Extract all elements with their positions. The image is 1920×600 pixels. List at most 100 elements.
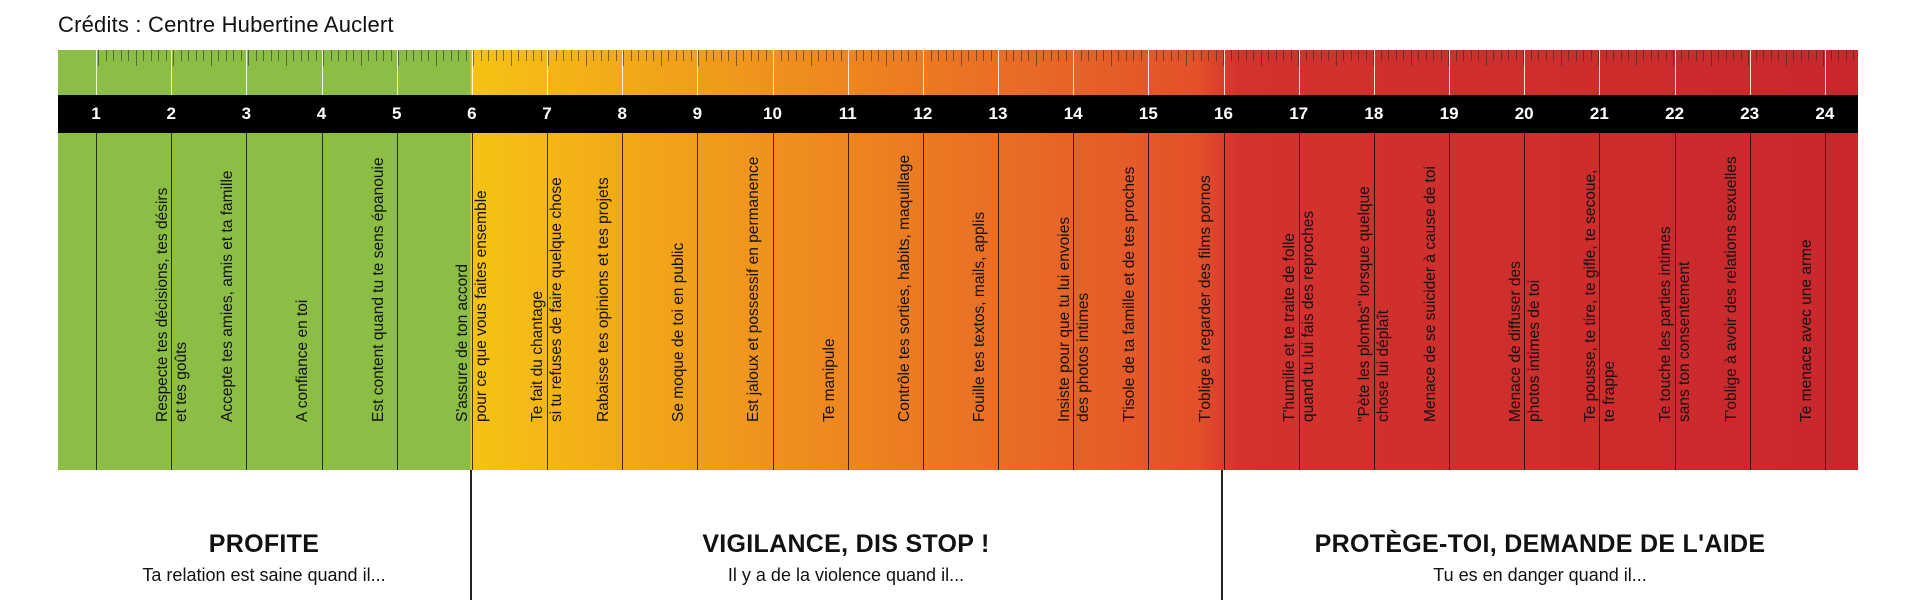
- ruler-tick: [900, 50, 902, 61]
- ruler-tick: [1800, 50, 1802, 61]
- ruler-tick: [1305, 50, 1307, 61]
- scale-number: 15: [1138, 104, 1158, 123]
- ruler-tick: [300, 50, 302, 61]
- ruler-tick: [1508, 50, 1509, 61]
- ruler-tick: [1830, 50, 1832, 61]
- cell-divider-line: [321, 133, 323, 470]
- violentometer-ruler: 1 2 3 4 5 6 7 8 9 10 11 12 13 14 15 16 17 18 19 20 21 22 23 24 …: [58, 50, 1858, 470]
- ruler-tick: [1283, 50, 1284, 61]
- item-label: Te manipule: [820, 338, 838, 422]
- section-subtitle: Il y a de la violence quand il...: [727, 565, 965, 585]
- ruler-tick: [1598, 50, 1599, 66]
- ruler-tick: [810, 50, 812, 66]
- ruler-major-tick: [96, 50, 97, 95]
- ruler-tick: [1485, 50, 1487, 66]
- cell-divider-line: [998, 133, 999, 470]
- section-protege-toi: PROTÈGE-TOI, DEMANDE DE L'AIDE Tu es en …: [1222, 530, 1858, 586]
- ruler-major-tick: [246, 50, 248, 95]
- ruler-tick: [375, 50, 377, 61]
- ruler-tick: [353, 50, 354, 61]
- scale-number: 5: [391, 104, 402, 123]
- ruler-tick: [1268, 50, 1269, 61]
- ruler-tick: [953, 50, 954, 61]
- ruler-tick: [1613, 50, 1614, 61]
- ruler-tick: [1853, 50, 1854, 61]
- ruler-tick: [1538, 50, 1539, 61]
- ruler-tick: [1118, 50, 1119, 61]
- ruler-tick: [428, 50, 429, 61]
- scale-number: 9: [692, 104, 703, 123]
- ruler-tick: [1823, 50, 1824, 66]
- item-label: Rabaisse tes opinions et tes projets: [595, 177, 613, 422]
- ruler-tick: [1575, 50, 1577, 61]
- ruler-tick: [1365, 50, 1367, 61]
- scale-number: 7: [542, 104, 552, 123]
- scale-number: 3: [241, 104, 252, 123]
- cell-divider-line: [1824, 133, 1826, 470]
- ruler-tick: [548, 50, 549, 66]
- credits-text: Crédits : Centre Hubertine Auclert: [58, 12, 394, 37]
- ruler-tick: [1410, 50, 1412, 66]
- ruler-tick: [398, 50, 399, 66]
- ruler-tick: [1425, 50, 1427, 61]
- item-label: Respecte tes décisions, tes désirs et te…: [153, 187, 190, 422]
- ruler-tick: [203, 50, 204, 61]
- ruler-tick: [1688, 50, 1689, 61]
- ruler-tick: [1725, 50, 1727, 61]
- ruler-tick: [105, 50, 107, 61]
- ruler-tick: [1380, 50, 1382, 61]
- ruler-tick: [743, 50, 744, 61]
- ruler-tick: [1530, 50, 1532, 61]
- ruler-tick: [1793, 50, 1794, 61]
- scale-number: 20: [1514, 104, 1534, 123]
- number-bar: [58, 95, 1858, 133]
- ruler-tick: [165, 50, 167, 61]
- ruler-tick: [1478, 50, 1479, 61]
- ruler-major-tick: [1073, 50, 1075, 95]
- ruler-tick: [660, 50, 662, 66]
- ruler-tick: [1200, 50, 1202, 61]
- ruler-tick: [1043, 50, 1044, 61]
- ruler-tick: [315, 50, 317, 61]
- ruler-major-tick: [697, 50, 699, 95]
- section-subtitle: Tu es en danger quand il...: [1433, 565, 1647, 585]
- ruler-tick: [968, 50, 969, 61]
- ruler-tick: [1778, 50, 1779, 61]
- ruler-major-tick: [922, 50, 924, 95]
- cell-divider-line: [1674, 133, 1676, 470]
- ruler-tick: [1553, 50, 1554, 61]
- section-profite: PROFITE Ta relation est saine quand il..…: [58, 530, 470, 586]
- ruler-tick: [1103, 50, 1104, 61]
- scale-number: 14: [1063, 104, 1083, 123]
- ruler-tick: [585, 50, 587, 66]
- ruler-tick: [1050, 50, 1052, 61]
- ruler-tick: [600, 50, 602, 61]
- ruler-tick: [1650, 50, 1652, 61]
- scale-number: 24: [1815, 104, 1835, 123]
- ruler-tick: [1763, 50, 1764, 61]
- cell-divider-line: [1298, 133, 1300, 470]
- cell-divider-line: [1524, 133, 1526, 470]
- ruler-tick: [1328, 50, 1329, 61]
- ruler-major-tick: [171, 50, 173, 95]
- ruler-tick: [1440, 50, 1442, 61]
- ruler-tick: [713, 50, 714, 61]
- ruler-tick: [1680, 50, 1682, 61]
- ruler-tick: [390, 50, 392, 61]
- ruler-major-tick: [1298, 50, 1300, 95]
- ruler-tick: [368, 50, 369, 61]
- ruler-tick: [720, 50, 722, 61]
- ruler-tick: [570, 50, 572, 61]
- ruler-tick: [938, 50, 939, 61]
- ruler-tick: [638, 50, 639, 61]
- item-label: Est jaloux et possessif en permanence: [745, 156, 763, 422]
- cell-divider-line: [1373, 133, 1375, 470]
- cell-divider-line: [1449, 133, 1451, 470]
- ruler-tick: [255, 50, 257, 61]
- ruler-tick: [1470, 50, 1472, 61]
- ruler-tick: [128, 50, 129, 61]
- ruler-tick: [510, 50, 512, 66]
- cell-divider-line: [547, 133, 548, 470]
- ruler-tick: [803, 50, 804, 61]
- ruler-tick: [1808, 50, 1809, 61]
